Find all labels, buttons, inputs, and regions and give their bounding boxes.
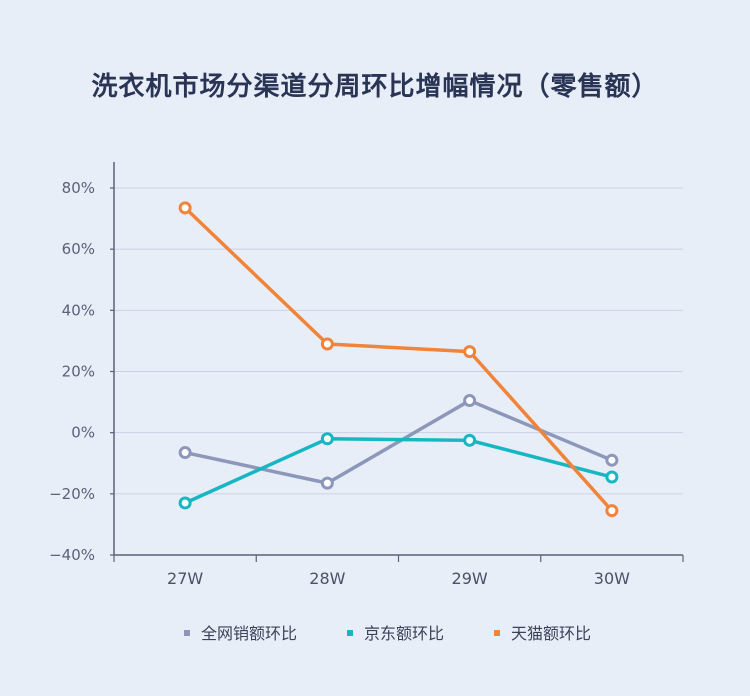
legend-marker bbox=[347, 630, 353, 636]
series-line bbox=[183, 437, 614, 505]
y-tick-label: 60% bbox=[62, 240, 95, 258]
legend-label: 全网销额环比 bbox=[201, 624, 297, 643]
data-point bbox=[605, 453, 619, 467]
x-tick-label: 28W bbox=[309, 569, 345, 588]
data-point bbox=[605, 504, 619, 518]
series-line bbox=[183, 206, 614, 513]
legend-marker bbox=[494, 630, 500, 636]
legend: 全网销额环比 京东额环比 天猫额环比 bbox=[184, 624, 591, 643]
y-tick-label: 20% bbox=[62, 363, 95, 381]
series-line bbox=[183, 398, 614, 485]
y-tick-label: −40% bbox=[49, 546, 95, 564]
y-tick-labels: 80% 60% 40% 20% 0% −20% −40% bbox=[49, 179, 95, 564]
x-tick-label: 27W bbox=[167, 569, 203, 588]
chart-title: 洗衣机市场分渠道分周环比增幅情况（零售额） bbox=[91, 72, 659, 102]
data-point bbox=[605, 470, 619, 484]
data-point bbox=[178, 201, 192, 215]
data-point bbox=[463, 394, 477, 408]
legend-marker bbox=[184, 630, 190, 636]
x-tick-label: 30W bbox=[594, 569, 630, 588]
y-tick-label: −20% bbox=[49, 485, 95, 503]
series-lines bbox=[178, 201, 619, 518]
data-point bbox=[178, 446, 192, 460]
x-tick-labels: 27W 28W 29W 30W bbox=[113, 555, 684, 588]
x-tick-label: 29W bbox=[452, 569, 488, 588]
data-point bbox=[320, 337, 334, 351]
legend-label: 天猫额环比 bbox=[511, 624, 591, 643]
data-point bbox=[320, 432, 334, 446]
data-point bbox=[178, 496, 192, 510]
data-point bbox=[463, 345, 477, 359]
y-tick-label: 80% bbox=[62, 179, 95, 197]
data-point bbox=[320, 476, 334, 490]
legend-label: 京东额环比 bbox=[364, 624, 444, 643]
data-point bbox=[463, 433, 477, 447]
y-tick-label: 40% bbox=[62, 301, 95, 319]
y-tick-label: 0% bbox=[71, 424, 95, 442]
